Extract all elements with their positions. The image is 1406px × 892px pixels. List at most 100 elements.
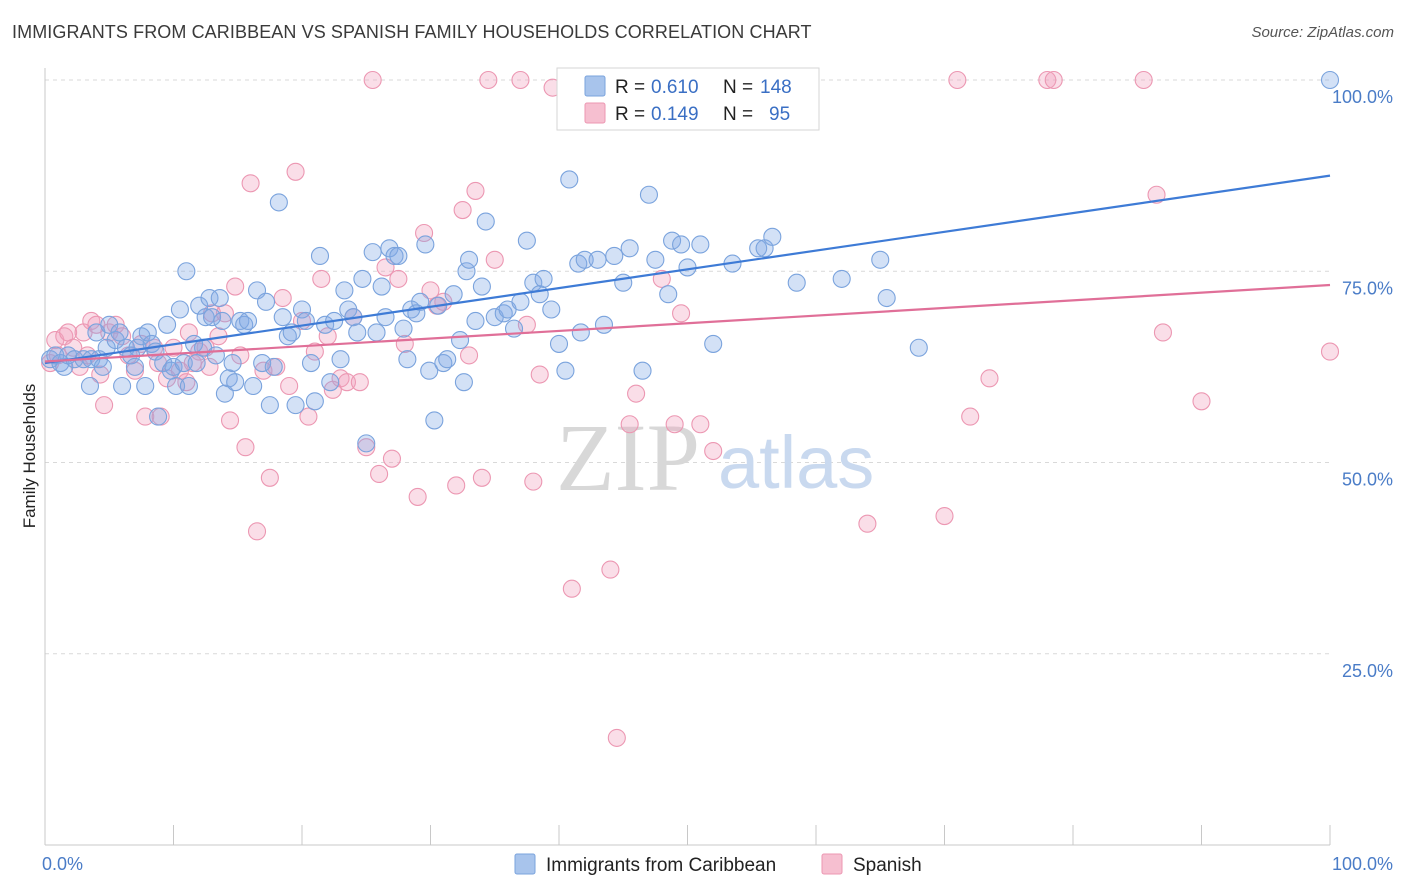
caribbean-point: [372, 277, 391, 296]
spanish-point: [95, 396, 114, 415]
caribbean-point: [226, 373, 245, 392]
legend-bottom-swatch-spanish: [821, 853, 843, 875]
caribbean-point: [594, 315, 614, 334]
spanish-point: [220, 411, 240, 430]
caribbean-point: [871, 250, 890, 269]
spanish-point: [562, 579, 581, 598]
caribbean-point: [787, 273, 806, 292]
spanish-point: [1134, 70, 1153, 90]
caribbean-point: [125, 357, 144, 376]
caribbean-point: [110, 323, 129, 342]
y-axis-title: Family Households: [20, 384, 39, 529]
spanish-point: [395, 334, 414, 353]
spanish-point: [607, 728, 626, 747]
caribbean-point: [763, 227, 782, 246]
spanish-point: [1044, 70, 1063, 90]
caribbean-point: [444, 285, 463, 304]
spanish-point: [620, 415, 639, 434]
spanish-point: [858, 514, 877, 533]
spanish-point: [691, 415, 710, 434]
caribbean-point: [273, 308, 292, 327]
caribbean-point: [223, 353, 242, 373]
spanish-point: [312, 269, 331, 288]
caribbean-point: [672, 235, 691, 254]
spanish-point: [280, 376, 299, 396]
spanish-point: [961, 407, 980, 426]
caribbean-point: [80, 376, 100, 396]
legend-series: Immigrants from Caribbean Spanish: [514, 853, 922, 876]
spanish-point: [382, 449, 402, 468]
spanish-point: [236, 438, 255, 457]
spanish-point: [389, 269, 408, 288]
spanish-point: [948, 70, 967, 90]
caribbean-point: [909, 338, 928, 357]
trend-lines: [44, 174, 1331, 365]
caribbean-point: [646, 250, 665, 269]
caribbean-point: [305, 392, 324, 411]
caribbean-point: [138, 323, 157, 342]
caribbean-point: [411, 292, 430, 311]
caribbean-point: [704, 334, 723, 353]
spanish-trend-line: [44, 283, 1331, 363]
caribbean-point: [310, 246, 330, 265]
y-tick-label: 75.0%: [1342, 278, 1393, 298]
spanish-point: [125, 361, 144, 380]
caribbean-point: [348, 323, 367, 342]
caribbean-point: [190, 296, 209, 315]
caribbean-point: [269, 193, 288, 212]
y-tick-labels: 25.0% 50.0% 75.0% 100.0%: [1332, 87, 1393, 681]
caribbean-point: [167, 376, 186, 396]
caribbean-point: [238, 311, 258, 331]
caribbean-point: [832, 269, 851, 288]
caribbean-point: [353, 269, 372, 288]
caribbean-point: [174, 353, 193, 373]
spanish-point: [1153, 323, 1172, 342]
caribbean-point: [286, 396, 305, 415]
legend-n-label-spanish: N =: [723, 104, 753, 125]
caribbean-point: [385, 246, 404, 265]
caribbean-point: [691, 235, 710, 254]
caribbean-point: [542, 300, 561, 319]
caribbean-point: [659, 285, 678, 304]
spanish-point: [601, 560, 620, 579]
spanish-point: [485, 250, 504, 269]
spanish-point: [299, 407, 318, 426]
caribbean-point: [420, 361, 439, 380]
caribbean-point: [206, 346, 225, 365]
y-tick-label: 50.0%: [1342, 470, 1393, 490]
legend-label-spanish: Spanish: [853, 855, 922, 876]
caribbean-trend-line: [44, 174, 1331, 365]
caribbean-point: [620, 239, 639, 258]
spanish-point: [665, 415, 684, 434]
caribbean-point: [476, 212, 495, 231]
caribbean-point: [55, 357, 74, 376]
caribbean-point: [187, 353, 206, 373]
spanish-point: [363, 70, 382, 90]
legend-n-value-spanish: 95: [769, 104, 790, 125]
spanish-point: [357, 438, 376, 457]
spanish-point: [472, 468, 491, 487]
caribbean-point: [466, 311, 485, 331]
spanish-point: [1038, 70, 1057, 90]
caribbean-point: [389, 246, 408, 265]
legend-swatch-spanish: [584, 102, 606, 124]
watermark-atlas: atlas: [718, 421, 874, 504]
source-label: Source: ZipAtlas.com: [1251, 24, 1394, 41]
spanish-point: [370, 464, 389, 484]
caribbean-point: [164, 357, 183, 376]
spanish-point: [415, 223, 434, 243]
caribbean-point: [1320, 70, 1340, 90]
caribbean-point: [556, 361, 575, 380]
caribbean-point: [376, 308, 395, 327]
caribbean-point: [196, 308, 215, 327]
x-tick-label: 0.0%: [42, 854, 83, 874]
spanish-point: [421, 281, 440, 300]
y-tick-label: 25.0%: [1342, 661, 1393, 681]
spanish-point: [1320, 342, 1340, 361]
spanish-point: [524, 472, 543, 491]
legend-label-caribbean: Immigrants from Caribbean: [546, 855, 776, 876]
caribbean-point: [459, 250, 479, 269]
caribbean-point: [398, 350, 417, 369]
spanish-point: [408, 487, 427, 506]
caribbean-point: [215, 384, 234, 403]
